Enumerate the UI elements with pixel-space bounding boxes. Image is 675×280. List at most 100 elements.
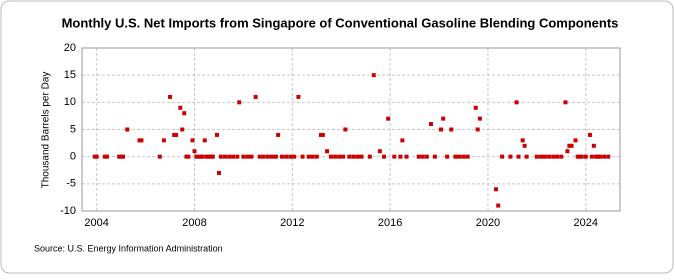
point xyxy=(231,154,236,159)
point xyxy=(400,138,405,143)
point xyxy=(161,138,166,143)
point xyxy=(206,154,211,159)
point xyxy=(457,154,462,159)
point xyxy=(522,143,527,148)
point xyxy=(102,154,107,159)
point xyxy=(524,154,529,159)
point xyxy=(237,100,242,105)
point xyxy=(565,149,570,154)
point xyxy=(494,187,499,192)
point xyxy=(573,138,578,143)
point xyxy=(276,132,281,137)
point xyxy=(475,127,480,132)
point xyxy=(284,154,289,159)
point xyxy=(416,154,421,159)
x-tick-label: 2012 xyxy=(280,217,304,229)
point xyxy=(555,154,560,159)
point xyxy=(589,154,594,159)
point xyxy=(178,105,183,110)
point xyxy=(583,154,588,159)
point xyxy=(333,154,338,159)
point xyxy=(347,154,352,159)
point xyxy=(514,100,519,105)
point xyxy=(382,154,387,159)
plot-border xyxy=(81,47,621,212)
y-tick-label: 5 xyxy=(70,123,76,135)
point xyxy=(453,154,458,159)
point xyxy=(180,127,185,132)
point xyxy=(292,154,297,159)
point xyxy=(337,154,342,159)
point xyxy=(241,154,246,159)
y-tick-label: -10 xyxy=(60,205,76,217)
point xyxy=(438,127,443,132)
y-tick-label: 10 xyxy=(64,96,76,108)
point xyxy=(392,154,397,159)
point xyxy=(386,116,391,121)
point xyxy=(606,154,611,159)
point xyxy=(265,154,270,159)
point xyxy=(104,154,109,159)
point xyxy=(227,154,232,159)
point xyxy=(186,154,191,159)
point xyxy=(200,154,205,159)
point xyxy=(257,154,262,159)
point xyxy=(351,154,356,159)
point xyxy=(223,154,228,159)
point xyxy=(202,138,207,143)
point xyxy=(534,154,539,159)
point xyxy=(516,154,521,159)
point xyxy=(235,154,240,159)
x-tick-label: 2004 xyxy=(84,217,108,229)
point xyxy=(445,154,450,159)
y-tick-label: 20 xyxy=(64,42,76,54)
point xyxy=(477,116,482,121)
point xyxy=(121,154,126,159)
point xyxy=(325,149,330,154)
point xyxy=(192,149,197,154)
x-tick-label: 2020 xyxy=(476,217,500,229)
point xyxy=(424,154,429,159)
point xyxy=(218,154,223,159)
point xyxy=(420,154,425,159)
point xyxy=(508,154,513,159)
frame xyxy=(0,0,674,274)
x-tick-label: 2016 xyxy=(378,217,402,229)
point xyxy=(300,154,305,159)
point xyxy=(398,154,403,159)
point xyxy=(496,203,501,208)
point xyxy=(449,127,454,132)
point xyxy=(551,154,556,159)
point xyxy=(404,154,409,159)
point xyxy=(597,154,602,159)
point xyxy=(428,122,433,127)
point xyxy=(359,154,364,159)
point xyxy=(441,116,446,121)
point xyxy=(500,154,505,159)
point xyxy=(296,94,301,99)
y-axis-label: Thousand Barrels per Day xyxy=(41,72,52,189)
point xyxy=(210,154,215,159)
point xyxy=(310,154,315,159)
point xyxy=(602,154,607,159)
point xyxy=(157,154,162,159)
point xyxy=(94,154,99,159)
point xyxy=(371,73,376,78)
point xyxy=(377,149,382,154)
point xyxy=(306,154,311,159)
point xyxy=(214,132,219,137)
point xyxy=(168,94,173,99)
point xyxy=(567,143,572,148)
point xyxy=(473,105,478,110)
point xyxy=(288,154,293,159)
chart-title: Monthly U.S. Net Imports from Singapore … xyxy=(62,15,619,30)
point xyxy=(559,154,564,159)
point xyxy=(190,138,195,143)
point xyxy=(569,143,574,148)
point xyxy=(182,111,187,116)
point xyxy=(194,154,199,159)
point xyxy=(341,154,346,159)
point xyxy=(328,154,333,159)
y-tick-label: 0 xyxy=(70,151,76,163)
